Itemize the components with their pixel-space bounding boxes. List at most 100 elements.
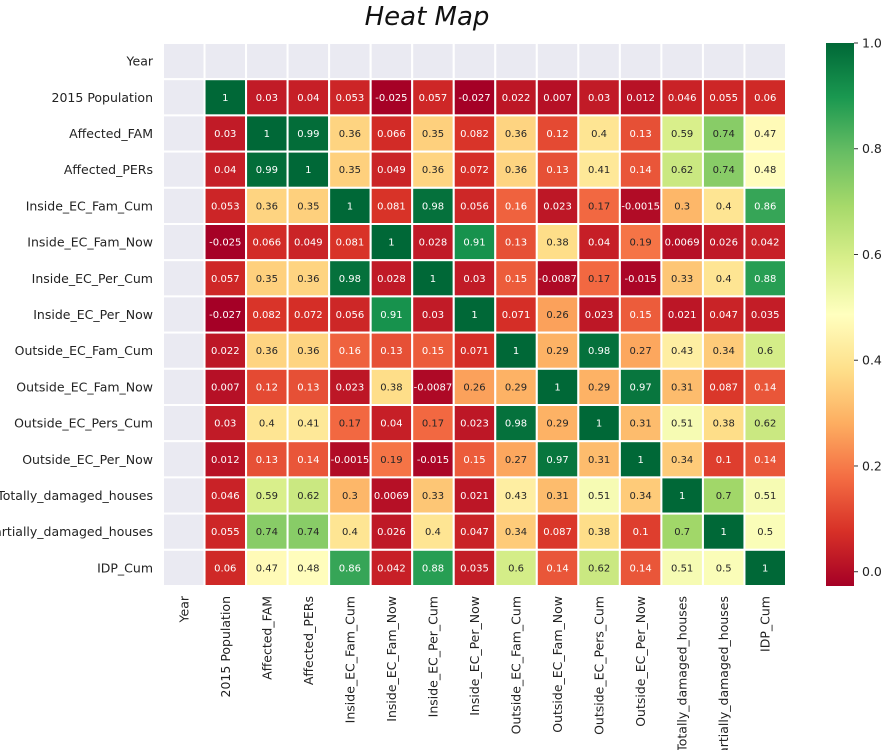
row-tick-label: Inside_EC_Fam_Now [27, 235, 153, 250]
cell-label: -0.0015 [621, 201, 660, 212]
cell-label: 0.057 [211, 274, 240, 285]
heatmap-cell [369, 548, 414, 587]
row-labels: Year 2015 Population Affected_FAM Affected_… [0, 54, 154, 576]
row-tick-label: Outside_EC_Fam_Now [16, 379, 153, 394]
column-tick-label: Affected_PERs [301, 596, 316, 685]
cell-label: 0.4 [342, 527, 358, 538]
row-tick-label: Inside_EC_Fam_Cum [26, 198, 153, 213]
cell-label: 0.035 [751, 310, 780, 321]
colorbar: 1.0 0.8 0.6 0.4 0.2 0.0 [826, 36, 882, 586]
heatmap-cell [494, 150, 538, 189]
heatmap-cell [660, 548, 704, 587]
heatmap-cell [328, 186, 372, 226]
heatmap-cell [743, 440, 788, 479]
heatmap-cell [577, 223, 621, 262]
cell-label: 0.13 [297, 382, 319, 393]
cell-label: 0.023 [460, 419, 489, 430]
cell-label: 1 [347, 201, 353, 212]
heatmap-cell [618, 259, 663, 298]
cell-label: 0.056 [460, 201, 489, 212]
cell-label: 0.34 [630, 491, 652, 502]
cell-label: 0.31 [546, 491, 568, 502]
cell-label: 0.071 [460, 346, 489, 357]
cell-label: 0.91 [463, 238, 485, 249]
cell-label: 0.41 [297, 419, 319, 430]
heatmap-cell [286, 404, 331, 443]
cell-label: 0.51 [588, 491, 610, 502]
heatmap-cell [743, 295, 788, 334]
cell-label: 0.33 [422, 491, 444, 502]
heatmap-cells: 1 0.03 0.04 0.053 -0.025 0.057 -0.027 0.022 0.00… [162, 42, 788, 587]
cell-label: 0.36 [505, 129, 527, 140]
heatmap-cell [369, 440, 414, 479]
cell-label: 0.4 [716, 274, 732, 285]
cell-label: 0.74 [256, 527, 278, 538]
cell-label: 0.99 [256, 165, 278, 176]
cell-label: 0.03 [214, 129, 236, 140]
cell-label: 0.021 [668, 310, 697, 321]
cell-label: 0.007 [211, 382, 240, 393]
heatmap-cell-empty [162, 440, 206, 479]
cell-label: 0.36 [256, 346, 278, 357]
heatmap-cell-empty [369, 42, 414, 81]
heatmap-cell [494, 476, 538, 515]
heatmap-cell [743, 476, 788, 515]
row-tick-label: Totally_damaged_houses [0, 488, 153, 503]
cell-label: 0.7 [674, 527, 690, 538]
cell-label: 0.59 [256, 491, 278, 502]
heatmap-cell [660, 295, 704, 334]
heatmap-cell [369, 223, 414, 262]
column-tick-label: Inside_EC_Fam_Now [384, 596, 399, 722]
heatmap-cell-empty [162, 331, 206, 370]
cell-label: 0.62 [297, 491, 319, 502]
cell-label: 0.13 [505, 238, 527, 249]
heatmap-cell-empty [328, 42, 372, 81]
heatmap-cell [245, 259, 289, 298]
heatmap-cell [701, 512, 746, 551]
row-tick-label: Inside_EC_Per_Cum [32, 271, 153, 286]
cell-label: 0.072 [460, 165, 489, 176]
cell-label: 0.51 [671, 563, 693, 574]
heatmap-cell [535, 367, 580, 406]
cell-label: 0.62 [671, 165, 693, 176]
cell-label: 0.91 [380, 310, 402, 321]
heatmap-cell [743, 367, 788, 406]
heatmap-cell-empty [535, 42, 580, 81]
cell-label: 0.035 [460, 563, 489, 574]
heatmap-cell [494, 78, 538, 117]
heatmap-cell [577, 367, 621, 406]
cell-label: 0.38 [380, 382, 402, 393]
heatmap-cell-empty [162, 295, 206, 334]
cell-label: 1 [305, 165, 311, 176]
heatmap-cell [203, 331, 248, 370]
cell-label: -0.025 [209, 238, 241, 249]
cell-label: 0.74 [713, 165, 735, 176]
cell-label: 0.13 [546, 165, 568, 176]
row-tick-label: Outside_EC_Per_Now [22, 452, 153, 467]
row-tick-label: Inside_EC_Per_Now [33, 307, 153, 322]
cell-label: 0.14 [546, 563, 568, 574]
heatmap-cell-empty [162, 114, 206, 153]
cell-label: 0.087 [709, 382, 738, 393]
heatmap-cell [701, 223, 746, 262]
heatmap-cell [743, 186, 788, 226]
heatmap-cell [660, 331, 704, 370]
cell-label: 0.023 [585, 310, 614, 321]
cell-label: 0.26 [546, 310, 568, 321]
heatmap-cell-empty [162, 512, 206, 551]
cell-label: 0.066 [253, 238, 282, 249]
heatmap-cell [203, 150, 248, 189]
cell-label: 0.14 [630, 165, 652, 176]
cell-label: -0.015 [625, 274, 657, 285]
cell-label: 0.057 [419, 93, 448, 104]
cell-label: 0.03 [214, 419, 236, 430]
heatmap-cell-empty [162, 78, 206, 117]
cell-label: 0.29 [546, 346, 568, 357]
cell-label: 0.16 [339, 346, 361, 357]
heatmap-cell [535, 186, 580, 226]
heatmap-cell [286, 114, 331, 153]
cell-label: 0.47 [754, 129, 776, 140]
row-tick-label: 2015 Population [52, 90, 153, 105]
cell-label: 0.36 [297, 346, 319, 357]
heatmap-cell [328, 259, 372, 298]
